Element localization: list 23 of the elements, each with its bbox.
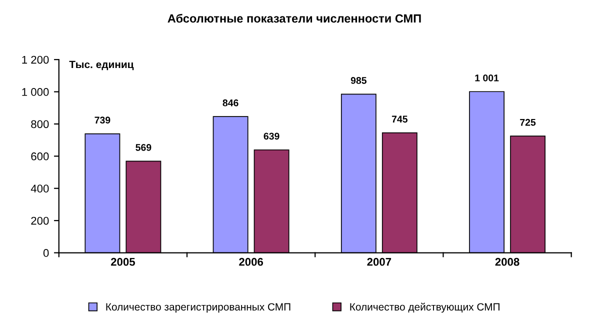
- data-label: 639: [264, 132, 280, 140]
- legend-label: Количество зарегистрированных СМП: [106, 303, 290, 313]
- x-tick-label: 2006: [239, 258, 264, 266]
- y-tick-label: 600: [31, 152, 49, 160]
- data-label: 725: [520, 118, 536, 126]
- y-tick-label: 1 000: [22, 88, 49, 96]
- data-label: 985: [350, 77, 367, 84]
- data-label: 739: [94, 116, 110, 124]
- data-label: 1 001: [475, 74, 499, 82]
- y-tick-label: 1 200: [22, 56, 49, 64]
- legend-label: Количество действующих СМП: [350, 302, 500, 313]
- chart-title: Абсолютные показатели численности СМП: [168, 14, 421, 23]
- y-tick-label: 200: [31, 216, 49, 225]
- y-axis-title: Тыс. единиц: [69, 60, 134, 70]
- data-label: 745: [392, 116, 408, 123]
- data-label: 846: [222, 99, 238, 106]
- y-tick-label: 0: [43, 249, 49, 257]
- y-tick-label: 800: [31, 120, 49, 128]
- x-tick-label: 2005: [110, 258, 136, 266]
- data-label: 569: [136, 144, 152, 151]
- x-tick-label: 2007: [367, 258, 392, 266]
- x-tick-label: 2008: [495, 258, 520, 266]
- y-tick-label: 400: [30, 184, 49, 193]
